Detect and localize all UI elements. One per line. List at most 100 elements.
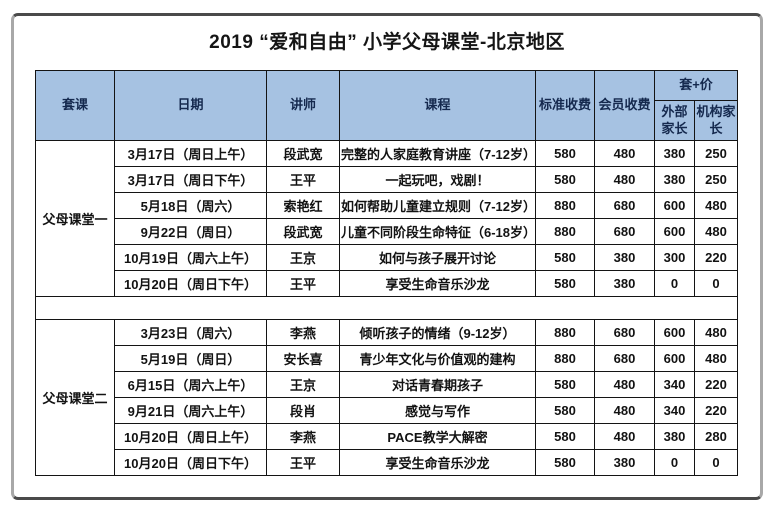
cell-org-price: 0 <box>694 270 738 297</box>
separator-cell <box>35 296 738 320</box>
cell-standard-fee: 580 <box>535 270 595 297</box>
cell-lecturer: 段武宽 <box>266 140 340 167</box>
cell-standard-fee: 880 <box>535 319 595 346</box>
cell-course: 感觉与写作 <box>339 397 536 424</box>
cell-member-fee: 480 <box>594 166 655 193</box>
cell-external-price: 0 <box>654 270 695 297</box>
cell-date: 10月19日（周六上午） <box>114 244 267 271</box>
cell-member-fee: 480 <box>594 371 655 398</box>
table-row: 5月18日（周六） 索艳红 如何帮助儿童建立规则（7-12岁） 880 680 … <box>36 192 738 219</box>
cell-member-fee: 680 <box>594 345 655 372</box>
header-cell-package-price: 套+价 <box>654 70 738 101</box>
schedule-table: 套课 日期 讲师 课程 标准收费 会员收费 套+价 外部家长 机构家长 父母课堂… <box>35 70 738 476</box>
cell-org-price: 480 <box>694 319 738 346</box>
cell-external-price: 380 <box>654 140 695 167</box>
group-label-2: 父母课堂二 <box>35 319 115 476</box>
table-header: 套课 日期 讲师 课程 标准收费 会员收费 套+价 外部家长 机构家长 <box>35 70 738 141</box>
cell-date: 3月17日（周日上午） <box>114 140 267 167</box>
table-row: 9月21日（周六上午） 段肖 感觉与写作 580 480 340 220 <box>36 397 738 424</box>
cell-standard-fee: 580 <box>535 166 595 193</box>
cell-lecturer: 段武宽 <box>266 218 340 245</box>
cell-course: 倾听孩子的情绪（9-12岁） <box>339 319 536 346</box>
cell-date: 3月17日（周日下午） <box>114 166 267 193</box>
cell-lecturer: 李燕 <box>266 423 340 450</box>
table-row: 9月22日（周日） 段武宽 儿童不同阶段生命特征（6-18岁） 880 680 … <box>36 218 738 245</box>
cell-org-price: 220 <box>694 371 738 398</box>
cell-external-price: 340 <box>654 371 695 398</box>
header-cell-org-parent: 机构家长 <box>694 100 738 141</box>
cell-member-fee: 680 <box>594 192 655 219</box>
cell-member-fee: 680 <box>594 218 655 245</box>
cell-date: 9月21日（周六上午） <box>114 397 267 424</box>
cell-external-price: 340 <box>654 397 695 424</box>
header-cell-standard-fee: 标准收费 <box>535 70 595 141</box>
table-row: 10月20日（周日下午） 王平 享受生命音乐沙龙 580 380 0 0 <box>36 449 738 476</box>
cell-standard-fee: 580 <box>535 371 595 398</box>
cell-external-price: 600 <box>654 192 695 219</box>
cell-date: 3月23日（周六） <box>114 319 267 346</box>
cell-org-price: 280 <box>694 423 738 450</box>
cell-external-price: 300 <box>654 244 695 271</box>
cell-course: 享受生命音乐沙龙 <box>339 270 536 297</box>
cell-course: 如何与孩子展开讨论 <box>339 244 536 271</box>
cell-org-price: 250 <box>694 166 738 193</box>
header-cell-external-parent: 外部家长 <box>654 100 695 141</box>
cell-external-price: 600 <box>654 218 695 245</box>
cell-member-fee: 680 <box>594 319 655 346</box>
cell-member-fee: 480 <box>594 423 655 450</box>
table-row: 6月15日（周六上午） 王京 对话青春期孩子 580 480 340 220 <box>36 371 738 398</box>
cell-date: 10月20日（周日下午） <box>114 449 267 476</box>
cell-standard-fee: 580 <box>535 244 595 271</box>
header-cell-course: 课程 <box>339 70 536 141</box>
header-cell-package: 套课 <box>35 70 115 141</box>
cell-course: 一起玩吧，戏剧！ <box>339 166 536 193</box>
cell-lecturer: 王京 <box>266 244 340 271</box>
cell-external-price: 380 <box>654 166 695 193</box>
header-cell-member-fee: 会员收费 <box>594 70 655 141</box>
group-separator-row <box>35 296 738 320</box>
cell-member-fee: 380 <box>594 449 655 476</box>
cell-standard-fee: 580 <box>535 140 595 167</box>
cell-course: 完整的人家庭教育讲座（7-12岁） <box>339 140 536 167</box>
cell-lecturer: 王京 <box>266 371 340 398</box>
cell-standard-fee: 880 <box>535 192 595 219</box>
cell-lecturer: 王平 <box>266 166 340 193</box>
cell-standard-fee: 580 <box>535 423 595 450</box>
cell-member-fee: 480 <box>594 397 655 424</box>
table-row: 3月17日（周日下午） 王平 一起玩吧，戏剧！ 580 480 380 250 <box>36 166 738 193</box>
cell-standard-fee: 880 <box>535 345 595 372</box>
cell-course: 儿童不同阶段生命特征（6-18岁） <box>339 218 536 245</box>
cell-course: PACE教学大解密 <box>339 423 536 450</box>
cell-date: 10月20日（周日下午） <box>114 270 267 297</box>
cell-member-fee: 480 <box>594 140 655 167</box>
cell-course: 青少年文化与价值观的建构 <box>339 345 536 372</box>
cell-date: 9月22日（周日） <box>114 218 267 245</box>
cell-lecturer: 段肖 <box>266 397 340 424</box>
cell-org-price: 480 <box>694 345 738 372</box>
cell-standard-fee: 880 <box>535 218 595 245</box>
cell-course: 对话青春期孩子 <box>339 371 536 398</box>
cell-org-price: 480 <box>694 218 738 245</box>
table-row: 10月19日（周六上午） 王京 如何与孩子展开讨论 580 380 300 22… <box>36 244 738 271</box>
cell-lecturer: 王平 <box>266 449 340 476</box>
cell-date: 6月15日（周六上午） <box>114 371 267 398</box>
cell-course: 如何帮助儿童建立规则（7-12岁） <box>339 192 536 219</box>
cell-external-price: 600 <box>654 345 695 372</box>
table-row: 10月20日（周日下午） 王平 享受生命音乐沙龙 580 380 0 0 <box>36 270 738 297</box>
table-row: 父母课堂一 3月17日（周日上午） 段武宽 完整的人家庭教育讲座（7-12岁） … <box>35 140 738 297</box>
cell-org-price: 220 <box>694 244 738 271</box>
cell-member-fee: 380 <box>594 270 655 297</box>
table-row: 10月20日（周日上午） 李燕 PACE教学大解密 580 480 380 28… <box>36 423 738 450</box>
header-cell-lecturer: 讲师 <box>266 70 340 141</box>
cell-course: 享受生命音乐沙龙 <box>339 449 536 476</box>
group-label-1: 父母课堂一 <box>35 140 115 297</box>
cell-external-price: 0 <box>654 449 695 476</box>
cell-lecturer: 安长喜 <box>266 345 340 372</box>
page-title: 2019 “爱和自由” 小学父母课堂-北京地区 <box>209 32 565 53</box>
header-cell-date: 日期 <box>114 70 267 141</box>
cell-lecturer: 王平 <box>266 270 340 297</box>
cell-lecturer: 李燕 <box>266 319 340 346</box>
cell-org-price: 0 <box>694 449 738 476</box>
cell-org-price: 250 <box>694 140 738 167</box>
cell-external-price: 600 <box>654 319 695 346</box>
